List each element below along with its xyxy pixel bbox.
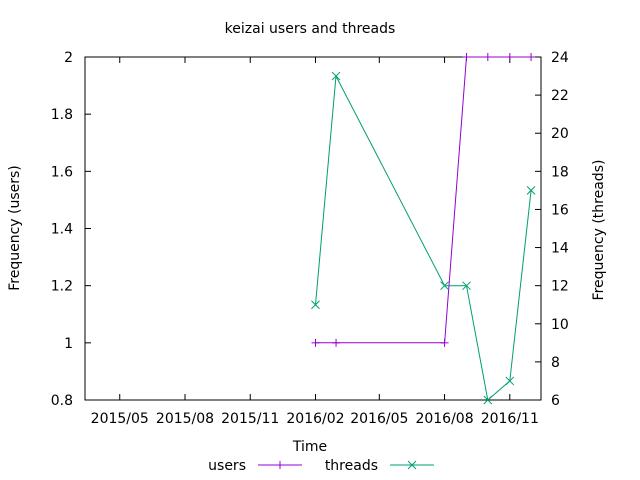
y-right-tick-label: 12 [551,279,569,295]
y-left-tick-label: 1.8 [51,107,73,123]
y-right-tick-label: 24 [551,50,569,66]
x-axis-label: Time [292,439,327,455]
y-axis-right-label: Frequency (threads) [591,160,607,301]
x-tick-label: 2016/05 [350,411,408,427]
y-left-tick-label: 1 [64,336,73,352]
data-point-users [462,53,471,61]
y-left-tick-label: 2 [64,50,73,66]
data-point-threads [483,395,493,405]
legend-marker-threads [407,460,417,470]
data-point-threads [505,376,515,386]
y-axis-left-label: Frequency (users) [7,165,23,291]
plot-frame [84,56,542,401]
x-tick-label: 2015/11 [221,411,279,427]
data-point-users [527,53,536,61]
x-tick-label: 2016/08 [415,411,473,427]
legend: users threads [208,458,434,474]
y-left-tick-label: 1.4 [51,222,73,238]
legend-marker-users [276,461,284,469]
data-point-users [505,53,514,61]
data-point-users [483,53,492,61]
x-tick-label: 2016/02 [286,411,344,427]
y-right-tick-label: 14 [551,241,569,257]
data-point-threads [331,71,341,81]
data-point-users [440,338,449,347]
data-point-users [311,338,320,347]
legend-label-users: users [208,458,246,474]
y-right-tick-label: 20 [551,126,569,142]
y-right-tick-label: 10 [551,317,569,333]
y-left-tick-label: 1.6 [51,164,73,180]
legend-label-threads: threads [325,458,378,474]
x-tick-label: 2015/05 [91,411,149,427]
data-point-users [332,338,341,347]
series-lines [311,53,536,405]
y-right-tick-label: 18 [551,164,569,180]
series-line-threads [315,74,532,401]
data-point-threads [462,281,471,291]
x-tick-label: 2015/08 [156,411,214,427]
y-right-tick-label: 16 [551,202,569,218]
y-right-tick-label: 22 [551,88,569,104]
data-point-threads [311,300,320,310]
y-left-tick-label: 1.2 [51,279,73,295]
axis-ticks: 0.8 1 1.2 1.4 1.6 1.8 2 6 8 10 12 14 16 18 20 22 24 2015/… [51,50,569,427]
data-point-threads [440,281,449,291]
y-right-tick-label: 6 [551,393,560,409]
x-tick-label: 2016/11 [481,411,539,427]
chart-title: keizai users and threads [225,21,396,37]
y-right-tick-label: 8 [551,355,560,371]
data-point-threads [526,186,536,195]
plot-border [84,56,542,401]
y-left-tick-label: 0.8 [51,393,73,409]
